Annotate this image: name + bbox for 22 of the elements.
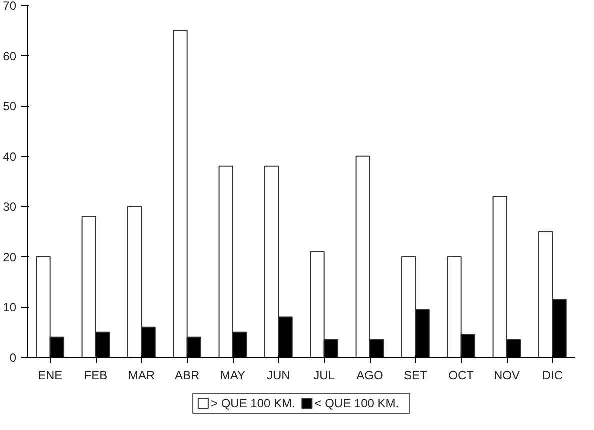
x-tick-label: SET — [404, 368, 428, 382]
x-tick-label: OCT — [448, 368, 475, 382]
x-tick-label: ABR — [174, 368, 200, 382]
legend-label: < QUE 100 KM. — [314, 396, 400, 410]
x-tick-label: DIC — [542, 368, 564, 382]
y-tick-label: 30 — [3, 200, 17, 214]
x-tick-label: JUL — [314, 368, 336, 382]
y-tick-label: 40 — [3, 150, 17, 164]
legend-label: > QUE 100 KM. — [210, 396, 296, 410]
y-tick-label: 70 — [3, 0, 17, 13]
y-tick-label: 0 — [10, 351, 17, 365]
x-tick-label: MAR — [128, 368, 156, 382]
y-tick-label: 60 — [3, 49, 17, 64]
x-tick-label: NOV — [494, 368, 520, 382]
y-tick-label: 50 — [3, 100, 17, 114]
x-tick-label: FEB — [84, 368, 108, 382]
x-tick-label: JUN — [267, 368, 290, 382]
y-tick-label: 10 — [3, 300, 17, 315]
x-tick-label: MAY — [220, 368, 246, 382]
y-tick-label: 20 — [3, 250, 17, 264]
x-tick-label: AGO — [356, 368, 384, 382]
x-tick-label: ENE — [38, 368, 63, 382]
